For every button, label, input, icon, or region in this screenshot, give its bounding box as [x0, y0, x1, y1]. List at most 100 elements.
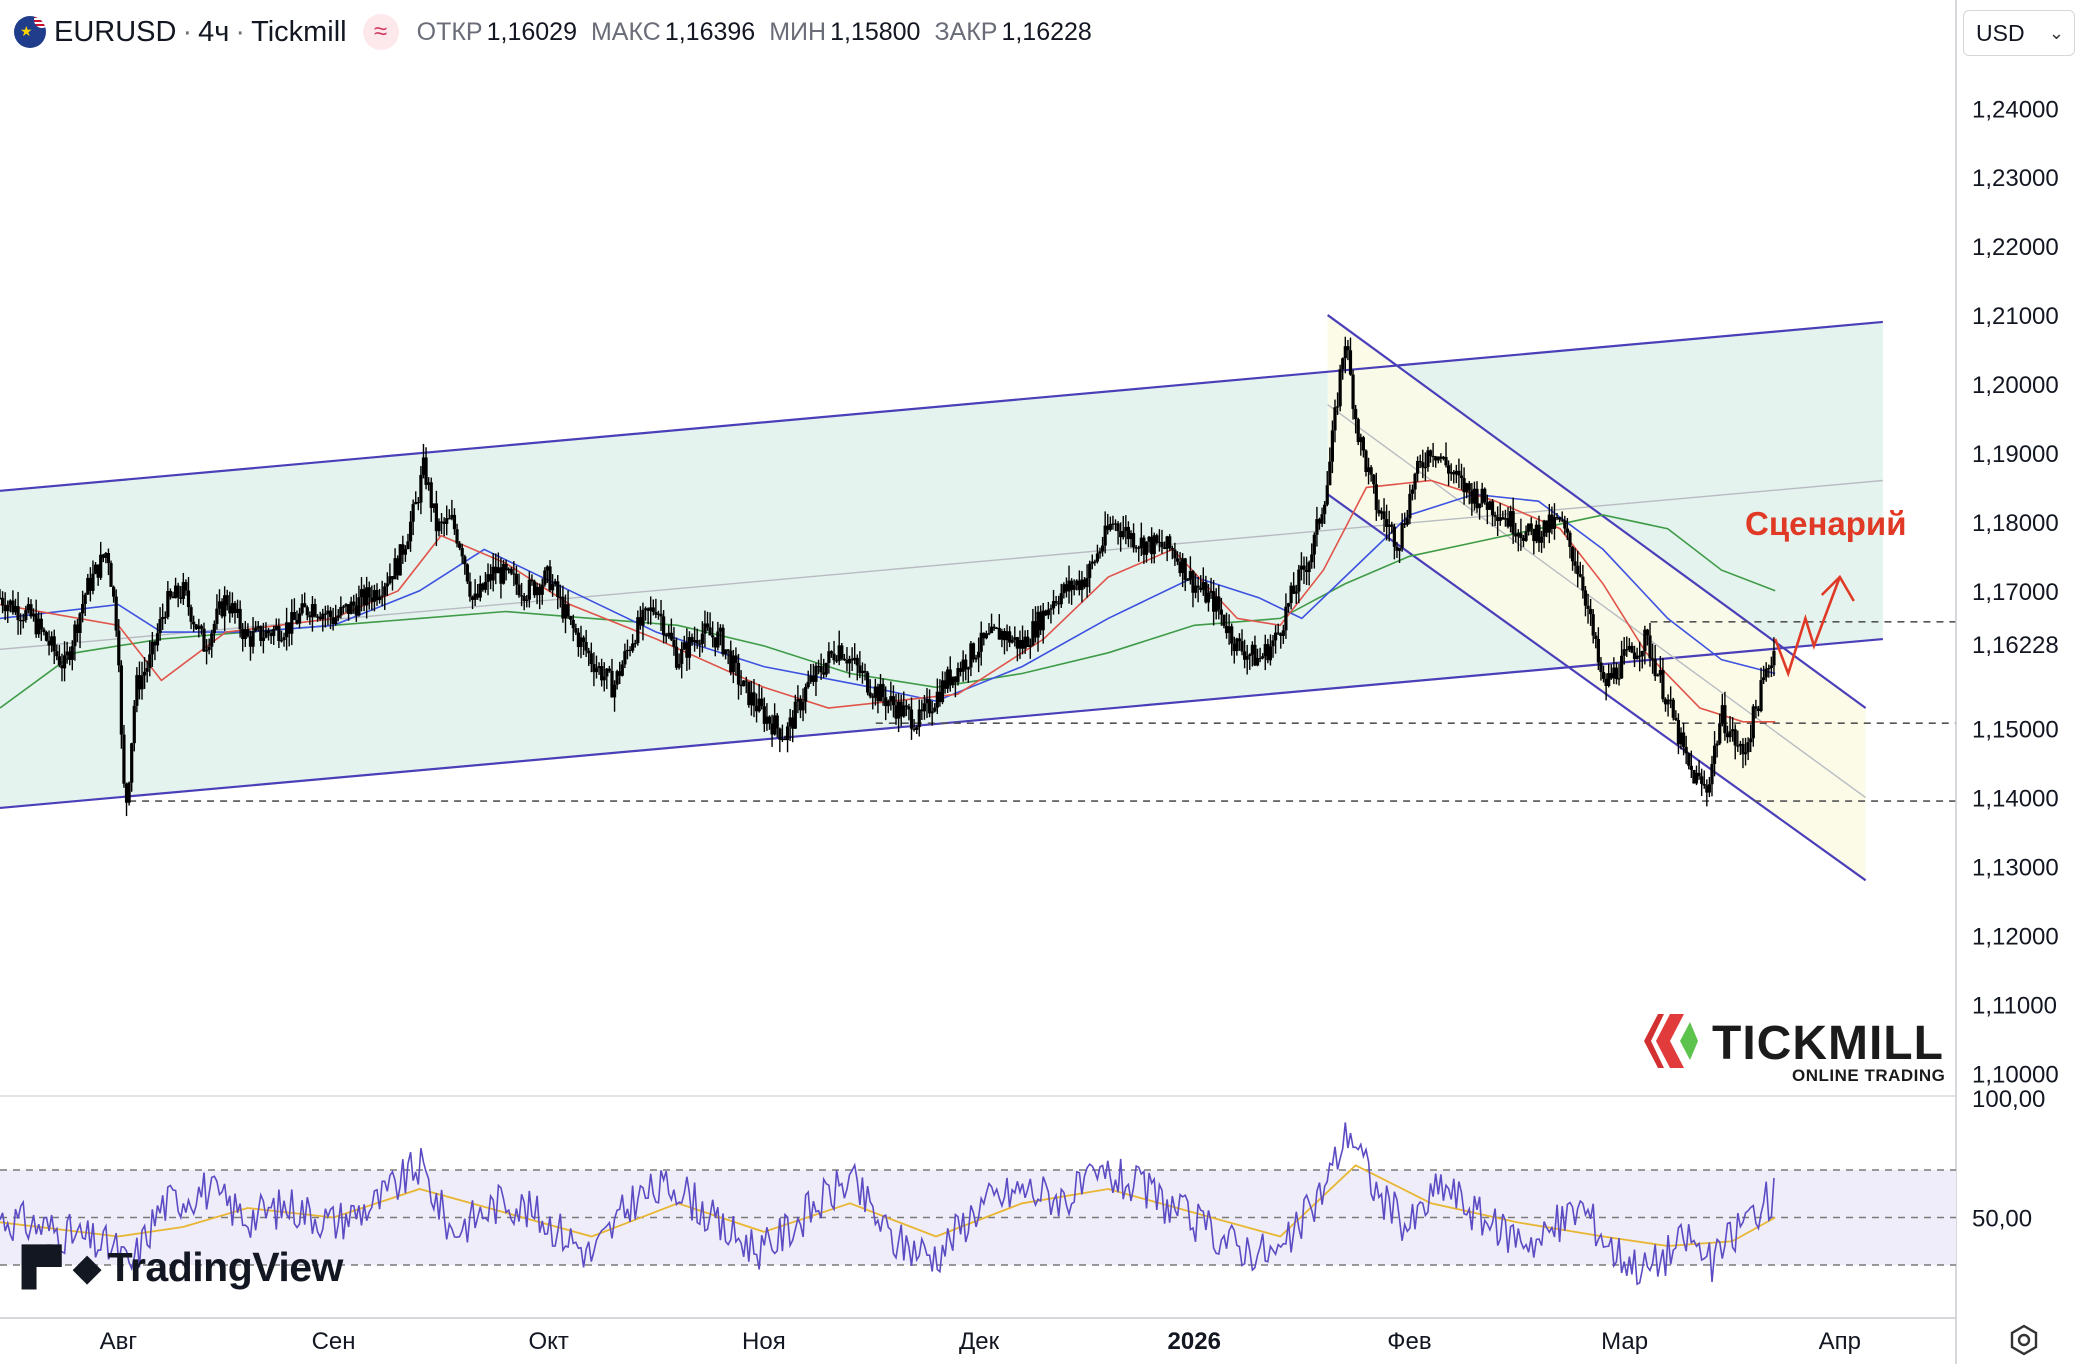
candle-body [899, 701, 903, 717]
candle-body [352, 601, 356, 606]
candle-body [290, 612, 294, 634]
candle-body [1338, 369, 1342, 407]
candle-body [1235, 638, 1239, 652]
descending-channel-lower-line[interactable] [1327, 493, 1867, 882]
candle-body [1222, 614, 1226, 626]
candle-body [509, 568, 513, 574]
candle-body [878, 684, 883, 702]
candle-body [1514, 533, 1518, 537]
candle-body [1320, 514, 1324, 524]
candle-body [729, 650, 733, 673]
candle-body [1131, 533, 1136, 548]
candle-body [558, 596, 562, 598]
tickmill-logo: TICKMILL ONLINE TRADING [1640, 1012, 1945, 1085]
descending-channel-area [1327, 315, 1866, 881]
candle-body [762, 706, 766, 724]
candle-body [424, 457, 428, 485]
candle-body [842, 658, 846, 661]
candle-body [130, 743, 134, 783]
candle-body [445, 518, 449, 524]
candle-body [607, 668, 611, 671]
candle-body [1002, 631, 1007, 641]
last-price-label: 1,16228 [1972, 632, 2059, 659]
ascending-channel-upper-line[interactable] [0, 320, 1883, 492]
scenario-arrow-line[interactable] [1773, 576, 1842, 678]
candle-body [576, 632, 581, 648]
candle-body [597, 666, 601, 669]
candle-body [359, 589, 364, 598]
candle-body [984, 633, 988, 639]
candle-body [1769, 665, 1773, 669]
candle-body [19, 620, 23, 622]
candle-body [1304, 569, 1309, 573]
candle-body [1483, 488, 1487, 503]
candle-body [367, 587, 371, 598]
candle-body [119, 665, 123, 735]
candle-body [1315, 519, 1319, 535]
candle-body [26, 604, 31, 611]
candle-body [450, 514, 454, 519]
candle-body [1568, 532, 1572, 548]
candle-body [1108, 524, 1112, 530]
candle-body [1100, 545, 1105, 552]
candle-body [437, 521, 441, 532]
price-axis-panel[interactable] [1956, 0, 2088, 1364]
candle-body [891, 696, 896, 706]
candle-body [1147, 536, 1151, 542]
candle-body [1725, 733, 1730, 738]
candle-body [1506, 518, 1510, 527]
candle-body [135, 675, 139, 706]
candle-body [246, 629, 250, 637]
candle-body [1155, 535, 1159, 543]
candle-body [1072, 585, 1076, 590]
candle-body [86, 577, 90, 595]
candle-body [1054, 600, 1058, 604]
candle-body [664, 635, 668, 637]
indicator-wave-icon[interactable]: ≈ [362, 14, 399, 50]
candle-body [148, 654, 152, 669]
candle-body [1323, 504, 1327, 515]
candle-body [375, 589, 379, 601]
candle-body [1519, 533, 1523, 539]
candle-body [1488, 501, 1492, 510]
symbol-header[interactable]: EURUSD · 4ч · Tickmill ≈ ОТКР 1,16029 МА… [14, 12, 1106, 52]
candle-body [0, 597, 2, 599]
candle-body [1762, 677, 1766, 681]
candle-body [566, 604, 570, 617]
candle-body [1622, 649, 1626, 656]
candle-body [388, 576, 392, 584]
timeframe-label[interactable]: 4ч [198, 15, 230, 48]
candle-body [693, 640, 697, 643]
candle-body [605, 668, 609, 677]
candle-body [798, 698, 803, 711]
candle-body [754, 705, 759, 712]
candle-body [383, 586, 387, 596]
candle-body [57, 656, 61, 666]
candle-body [1196, 585, 1200, 588]
candle-body [1754, 706, 1758, 709]
candle-body [439, 521, 444, 523]
candle-body [974, 657, 978, 660]
open-label: ОТКР [416, 17, 483, 46]
candle-body [1612, 667, 1616, 679]
candle-body [377, 596, 382, 601]
settings-gear-icon[interactable] [2008, 1324, 2040, 1356]
candle-body [1666, 699, 1670, 705]
candle-body [1480, 488, 1484, 504]
candle-body [1031, 621, 1035, 646]
candle-body [68, 651, 72, 660]
candle-body [173, 585, 178, 599]
candle-body [760, 698, 764, 707]
candle-body [1418, 460, 1422, 463]
currency-select[interactable]: USD ⌄ [1963, 10, 2075, 56]
candle-body [313, 604, 317, 617]
candle-body [641, 609, 645, 626]
candle-body [1591, 614, 1595, 636]
candle-body [1746, 742, 1750, 753]
low-label: МИН [769, 17, 827, 46]
candle-body [117, 630, 121, 666]
candle-body [1565, 528, 1569, 533]
candle-body [1346, 346, 1350, 351]
candle-body [132, 705, 136, 744]
